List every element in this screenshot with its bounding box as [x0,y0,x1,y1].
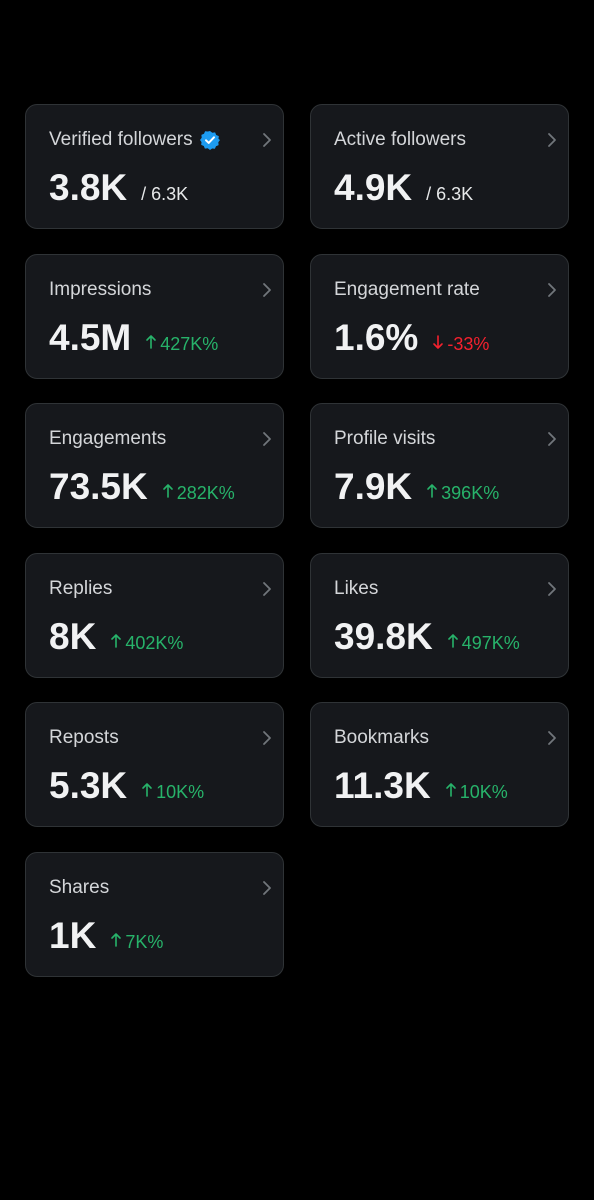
metric-card[interactable]: Active followers 4.9K / 6.3K [310,104,569,229]
metric-row: 1K 7K% [49,915,163,957]
metric-change: 7K% [110,932,163,953]
metric-label: Profile visits [334,428,436,450]
metric-card[interactable]: Engagements 73.5K 282K% [25,403,284,529]
metric-label: Bookmarks [334,727,430,749]
metric-change: 282K% [162,483,235,504]
chevron [263,432,271,447]
metric-value: 7.9K [334,466,413,508]
metric-change: -33% [432,334,489,355]
chevron [548,133,556,147]
metric-change: 497K% [447,633,520,654]
metric-label-row: Likes [334,578,378,600]
metric-change: 402K% [110,633,183,654]
metric-label-row: Reposts [49,727,119,749]
metric-card[interactable]: Reposts 5.3K 10K% [25,702,284,828]
metric-label-row: Verified followers [49,129,220,151]
trend-arrow [111,633,122,648]
metric-row: 5.3K 10K% [49,765,204,807]
metric-total: / 6.3K [426,184,474,204]
trend-arrow [445,783,456,798]
metric-label-row: Engagements [49,428,166,450]
metric-card[interactable]: Bookmarks 11.3K 10K% [310,702,569,828]
metric-row: 73.5K 282K% [49,466,235,508]
metric-label: Reposts [49,727,119,749]
metric-row: 4.5M 427K% [49,317,218,359]
metric-value: 4.5M [49,316,132,358]
chevron [263,731,271,746]
metric-row: 11.3K 10K% [334,765,508,807]
metric-label: Verified followers [49,129,193,150]
metric-label: Engagement rate [334,278,480,300]
metric-change: 10K% [445,782,508,803]
metric-row: 4.9K / 6.3K [334,167,473,209]
metric-row: 39.8K 497K% [334,616,520,658]
metric-label-row: Profile visits [334,428,435,450]
metric-card[interactable]: Impressions 4.5M 427K% [25,253,284,379]
metric-value: 1K [49,915,97,956]
metric-total: / 6.3K [141,184,189,204]
trend-arrow [111,933,122,947]
metric-label-row: Active followers [334,129,466,151]
metric-label: Replies [49,577,113,599]
metric-change: 10K% [141,782,204,803]
chevron [548,282,556,297]
metric-value: 4.9K [334,167,413,208]
metric-change: 427K% [145,334,218,355]
chevron [548,432,556,447]
metric-row: 3.8K / 6.3K [49,167,188,209]
metric-card[interactable]: Engagement rate 1.6% -33% [310,253,569,379]
metric-card[interactable]: Profile visits 7.9K 396K% [310,403,569,529]
metric-change-text: 10K% [156,782,205,803]
metric-change-text: 396K% [441,483,500,504]
metric-change-text: 427K% [160,333,219,354]
metric-value: 73.5K [49,466,148,508]
metric-change-text: 282K% [176,483,235,504]
metric-value: 8K [49,615,97,657]
metric-card[interactable]: Replies 8K 402K% [25,552,284,678]
metric-label: Active followers [334,129,466,150]
metric-change-text: 497K% [461,632,520,653]
metric-label: Shares [49,877,110,898]
metric-row: 1.6% -33% [334,317,489,359]
metric-value: 1.6% [334,316,419,358]
metric-label: Likes [334,577,379,599]
trend-arrow [447,633,458,648]
metric-change-text: -33% [447,333,490,354]
metric-change-text: 7K% [125,932,164,952]
chevron [263,282,271,297]
metric-label-row: Replies [49,578,112,600]
metric-label: Engagements [49,428,167,450]
metric-label-row: Shares [49,877,109,899]
metric-value: 39.8K [334,615,433,657]
metric-card[interactable]: Likes 39.8K 497K% [310,552,569,678]
metric-value: 3.8K [49,167,128,208]
metric-card[interactable]: Shares 1K 7K% [25,852,284,977]
metric-label-row: Bookmarks [334,727,429,749]
metric-card[interactable]: Verified followers 3.8K / 6.3K [25,104,284,229]
chevron [548,581,556,596]
metric-change-text: 10K% [459,782,508,803]
trend-arrow [433,334,444,349]
trend-arrow [146,334,157,349]
metric-row: 8K 402K% [49,616,183,658]
chevron [263,881,271,895]
metric-label-row: Engagement rate [334,279,480,301]
metric-value: 11.3K [334,765,431,807]
metric-label-row: Impressions [49,279,151,301]
metric-row: 7.9K 396K% [334,466,499,508]
metric-change: 396K% [426,483,499,504]
chevron [263,581,271,596]
trend-arrow [142,783,152,798]
trend-arrow [427,484,437,498]
metric-label: Impressions [49,278,152,300]
trend-arrow [162,484,173,498]
verified-badge [199,131,220,150]
chevron [548,731,556,746]
chevron [263,133,271,147]
metric-value: 5.3K [49,765,128,807]
metric-change-text: 402K% [125,632,184,653]
